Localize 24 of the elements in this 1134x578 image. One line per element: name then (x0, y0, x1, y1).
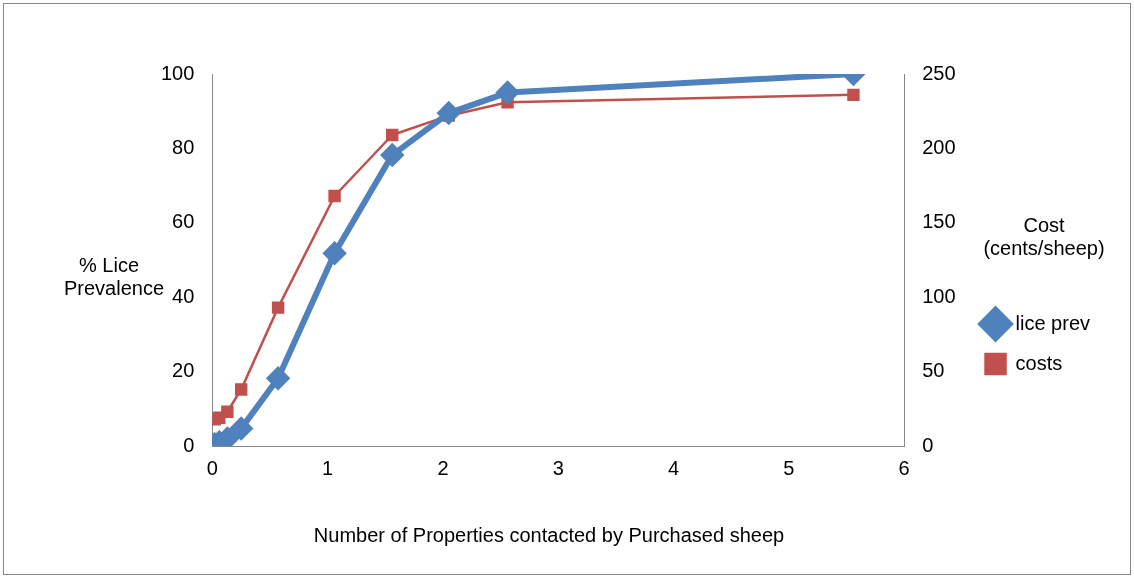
y-tick-label: 80 (172, 135, 195, 158)
y2-tick-label: 50 (922, 359, 945, 382)
y2-tick-label: 0 (922, 433, 934, 456)
y-tick-label: 100 (160, 61, 195, 84)
legend-label: costs (1015, 351, 1063, 374)
y2-tick-label: 150 (922, 210, 956, 233)
y2-tick-label: 100 (922, 284, 956, 307)
y2-axis-title: Cost (cents/sheep) (982, 214, 1106, 260)
y-tick-label: 60 (172, 210, 195, 233)
y-tick-label: 20 (172, 359, 195, 382)
x-axis-title: Number of Properties contacted by Purchased sheep (312, 524, 786, 547)
y2-tick-label: 250 (922, 61, 956, 84)
y2-tick-label: 200 (922, 135, 956, 158)
y-axis-title: % Lice Prevalence (64, 254, 165, 300)
x-tick-label: 1 (322, 456, 334, 479)
x-tick-label: 2 (437, 456, 449, 479)
x-tick-label: 4 (668, 456, 680, 479)
x-tick-label: 6 (898, 456, 910, 479)
x-tick-label: 3 (552, 456, 564, 479)
x-tick-label: 5 (783, 456, 795, 479)
y-tick-label: 40 (172, 284, 195, 307)
x-tick-label: 0 (206, 456, 218, 479)
legend-label: lice prev (1015, 311, 1091, 334)
y-tick-label: 0 (183, 433, 195, 456)
